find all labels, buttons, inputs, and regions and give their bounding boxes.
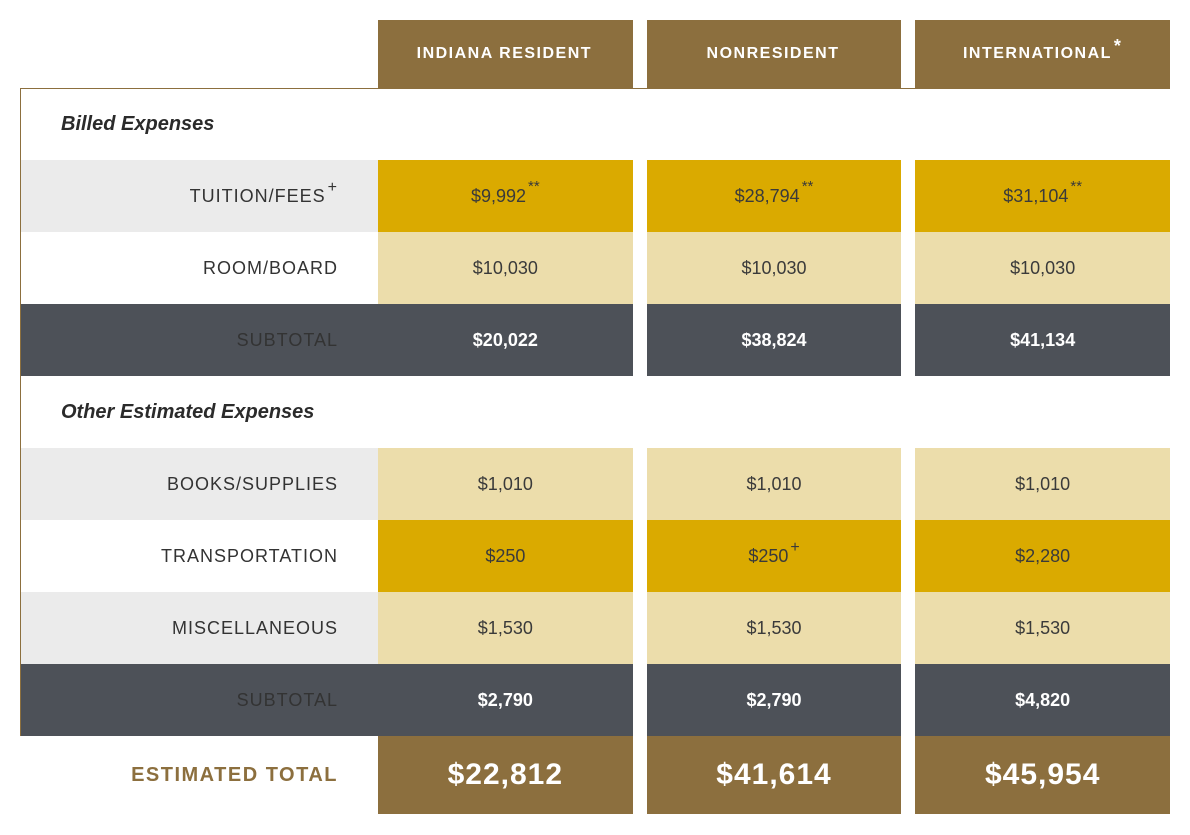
column-header-nonresident: NONRESIDENT <box>647 20 902 88</box>
cell-tuition-international: $31,104** <box>915 160 1170 232</box>
cell-value: $10,030 <box>741 258 806 279</box>
cell-value: $45,954 <box>985 758 1100 792</box>
cell-subtotal-nonresident: $38,824 <box>647 304 902 376</box>
row-room: ROOM/BOARD $10,030 $10,030 $10,030 <box>20 232 1170 304</box>
cell-sup: ** <box>528 178 540 195</box>
cell-value: $22,812 <box>448 758 563 792</box>
row-estimated-total: ESTIMATED TOTAL $22,812 $41,614 $45,954 <box>20 736 1170 814</box>
cell-subtotal-resident: $20,022 <box>378 304 633 376</box>
cell-room-nonresident: $10,030 <box>647 232 902 304</box>
cell-value: $1,530 <box>478 618 533 639</box>
cell-total-resident: $22,812 <box>378 736 633 814</box>
cell-transport-international: $2,280 <box>915 520 1170 592</box>
header-blank <box>20 20 378 88</box>
blank-cell <box>915 89 1170 160</box>
row-other-subtotal: SUBTOTAL $2,790 $2,790 $4,820 <box>20 664 1170 736</box>
cell-value: $250 <box>485 546 525 567</box>
blank-cell <box>647 89 902 160</box>
cell-transport-resident: $250 <box>378 520 633 592</box>
cell-value: $41,614 <box>716 758 831 792</box>
row-label: BOOKS/SUPPLIES <box>20 448 378 520</box>
blank-cell <box>915 376 1170 448</box>
row-label: ROOM/BOARD <box>20 232 378 304</box>
column-sup: * <box>1114 36 1123 57</box>
cell-value: $1,010 <box>746 474 801 495</box>
cell-sup: ** <box>1070 178 1082 195</box>
blank-cell <box>647 376 902 448</box>
cell-books-international: $1,010 <box>915 448 1170 520</box>
column-header-international: INTERNATIONAL* <box>915 20 1170 88</box>
cell-value: $1,010 <box>1015 474 1070 495</box>
cell-value: $4,820 <box>1015 690 1070 711</box>
row-books: BOOKS/SUPPLIES $1,010 $1,010 $1,010 <box>20 448 1170 520</box>
total-label: ESTIMATED TOTAL <box>20 736 378 814</box>
header-row: INDIANA RESIDENT NONRESIDENT INTERNATION… <box>20 20 1170 88</box>
row-tuition: TUITION/FEES+ $9,992** $28,794** $31,104… <box>20 160 1170 232</box>
column-label: INDIANA RESIDENT <box>417 45 592 63</box>
cell-value: $1,530 <box>746 618 801 639</box>
row-label: MISCELLANEOUS <box>20 592 378 664</box>
cell-tuition-resident: $9,992** <box>378 160 633 232</box>
cell-value: $2,790 <box>478 690 533 711</box>
cell-value: $1,010 <box>478 474 533 495</box>
row-misc: MISCELLANEOUS $1,530 $1,530 $1,530 <box>20 592 1170 664</box>
cell-value: $2,790 <box>746 690 801 711</box>
cell-misc-resident: $1,530 <box>378 592 633 664</box>
cell-subtotal-international: $41,134 <box>915 304 1170 376</box>
blank-cell <box>378 89 633 160</box>
blank-cell <box>378 376 633 448</box>
section-title: Billed Expenses <box>20 89 378 160</box>
section-title: Other Estimated Expenses <box>20 376 378 448</box>
cell-value: $20,022 <box>473 330 538 351</box>
cell-transport-nonresident: $250+ <box>647 520 902 592</box>
label-text: TUITION/FEES <box>190 186 326 207</box>
cell-value: $250 <box>748 546 788 567</box>
cell-value: $10,030 <box>1010 258 1075 279</box>
cell-value: $41,134 <box>1010 330 1075 351</box>
row-label: SUBTOTAL <box>20 664 378 736</box>
cell-value: $38,824 <box>741 330 806 351</box>
cell-value: $2,280 <box>1015 546 1070 567</box>
row-label: SUBTOTAL <box>20 304 378 376</box>
cell-room-resident: $10,030 <box>378 232 633 304</box>
row-label: TRANSPORTATION <box>20 520 378 592</box>
cell-sup: ** <box>802 178 814 195</box>
row-billed-subtotal: SUBTOTAL $20,022 $38,824 $41,134 <box>20 304 1170 376</box>
cell-value: $1,530 <box>1015 618 1070 639</box>
cell-misc-nonresident: $1,530 <box>647 592 902 664</box>
cell-subtotal2-international: $4,820 <box>915 664 1170 736</box>
cell-value: $10,030 <box>473 258 538 279</box>
cell-value: $9,992 <box>471 186 526 207</box>
column-label: INTERNATIONAL <box>963 45 1112 63</box>
cell-total-international: $45,954 <box>915 736 1170 814</box>
cell-subtotal2-nonresident: $2,790 <box>647 664 902 736</box>
cell-books-resident: $1,010 <box>378 448 633 520</box>
section-billed-title-row: Billed Expenses <box>20 88 1170 160</box>
column-label: NONRESIDENT <box>707 45 840 63</box>
cell-value: $31,104 <box>1003 186 1068 207</box>
cell-value: $28,794 <box>735 186 800 207</box>
cell-sup: + <box>790 539 799 557</box>
row-label: TUITION/FEES+ <box>20 160 378 232</box>
cell-room-international: $10,030 <box>915 232 1170 304</box>
cost-table: INDIANA RESIDENT NONRESIDENT INTERNATION… <box>20 20 1170 814</box>
cell-books-nonresident: $1,010 <box>647 448 902 520</box>
cell-misc-international: $1,530 <box>915 592 1170 664</box>
label-sup: + <box>328 179 338 197</box>
section-other-title-row: Other Estimated Expenses <box>20 376 1170 448</box>
row-transport: TRANSPORTATION $250 $250+ $2,280 <box>20 520 1170 592</box>
cell-tuition-nonresident: $28,794** <box>647 160 902 232</box>
column-header-resident: INDIANA RESIDENT <box>378 20 633 88</box>
cell-total-nonresident: $41,614 <box>647 736 902 814</box>
cell-subtotal2-resident: $2,790 <box>378 664 633 736</box>
